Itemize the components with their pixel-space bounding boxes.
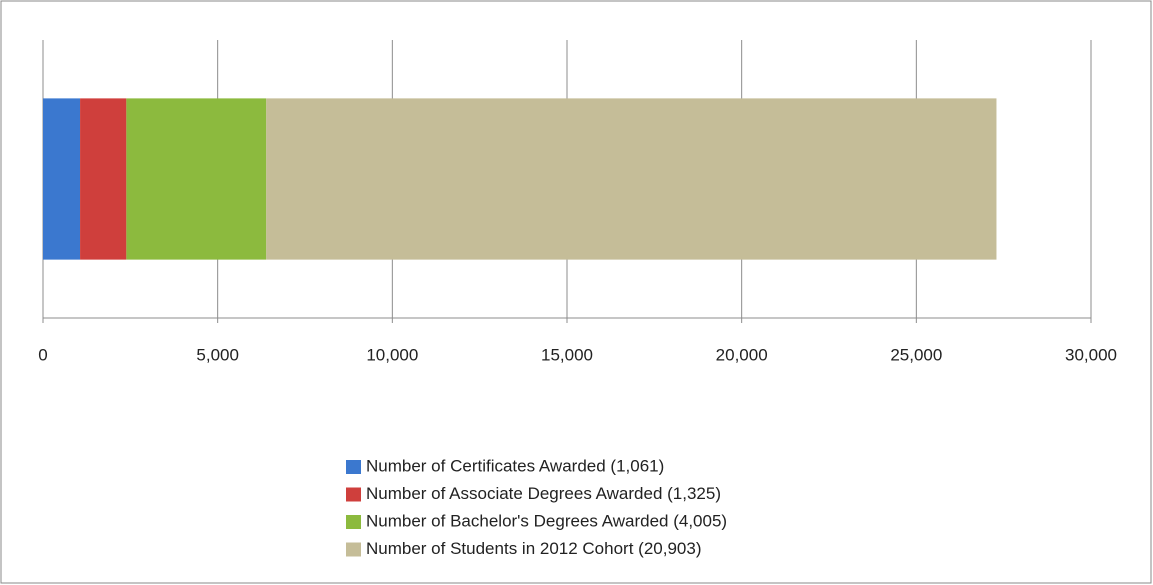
legend-label: Number of Associate Degrees Awarded (1,3… bbox=[366, 484, 721, 503]
x-tick-label: 10,000 bbox=[366, 345, 418, 364]
bar-segment bbox=[80, 98, 127, 260]
legend-label: Number of Students in 2012 Cohort (20,90… bbox=[366, 539, 701, 558]
legend-label: Number of Bachelor's Degrees Awarded (4,… bbox=[366, 511, 727, 530]
legend-label: Number of Certificates Awarded (1,061) bbox=[366, 456, 664, 475]
x-tick-label: 25,000 bbox=[890, 345, 942, 364]
legend-swatch bbox=[346, 460, 361, 474]
legend-swatch bbox=[346, 487, 361, 502]
x-tick-label: 15,000 bbox=[541, 345, 593, 364]
bar-segment bbox=[266, 98, 997, 260]
x-tick-label: 20,000 bbox=[716, 345, 768, 364]
x-tick-label: 5,000 bbox=[196, 345, 239, 364]
bar-segment bbox=[126, 98, 267, 260]
x-tick-label: 0 bbox=[38, 345, 47, 364]
bar-segment bbox=[43, 98, 81, 260]
x-tick-label: 30,000 bbox=[1065, 345, 1117, 364]
legend-swatch bbox=[346, 542, 361, 557]
legend-swatch bbox=[346, 515, 361, 529]
